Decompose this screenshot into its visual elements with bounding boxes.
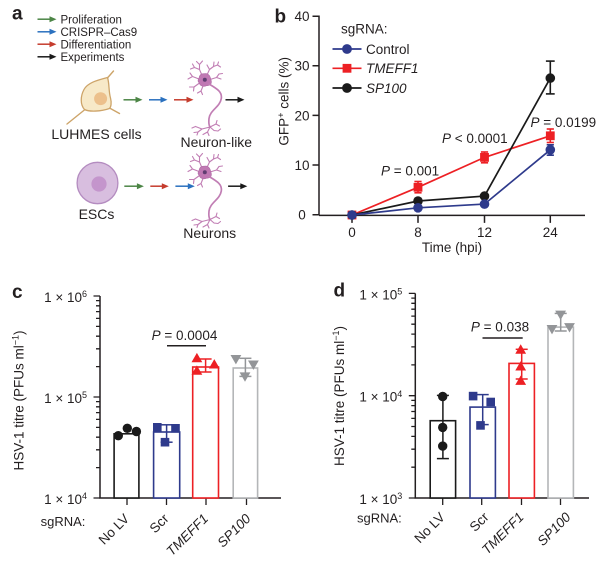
- svg-text:b: b: [275, 7, 287, 28]
- svg-text:GFP+ cells (%): GFP+ cells (%): [276, 57, 291, 146]
- svg-text:c: c: [12, 282, 23, 303]
- svg-text:1 × 106: 1 × 106: [44, 289, 87, 305]
- svg-text:1 × 104: 1 × 104: [44, 491, 87, 507]
- svg-text:CRISPR–Cas9: CRISPR–Cas9: [61, 27, 138, 39]
- svg-text:Neuron-like: Neuron-like: [181, 134, 253, 150]
- svg-text:sgRNA:: sgRNA:: [357, 511, 402, 526]
- svg-text:40: 40: [294, 9, 309, 24]
- svg-text:sgRNA:: sgRNA:: [341, 21, 388, 36]
- svg-text:0: 0: [298, 208, 306, 223]
- svg-text:SP100: SP100: [214, 511, 254, 551]
- svg-text:24: 24: [543, 225, 559, 240]
- svg-text:P = 0.001: P = 0.001: [381, 164, 439, 179]
- svg-text:P < 0.0001: P < 0.0001: [442, 131, 508, 146]
- svg-text:Neurons: Neurons: [183, 225, 236, 241]
- svg-text:No LV: No LV: [411, 510, 447, 546]
- svg-text:a: a: [12, 4, 23, 25]
- svg-text:SP100: SP100: [366, 81, 407, 96]
- svg-text:P = 0.0199: P = 0.0199: [531, 115, 597, 130]
- svg-text:Scr: Scr: [147, 511, 172, 536]
- svg-text:sgRNA:: sgRNA:: [41, 514, 86, 529]
- svg-text:Scr: Scr: [467, 509, 492, 534]
- svg-text:1 × 103: 1 × 103: [359, 491, 402, 507]
- svg-text:d: d: [334, 281, 346, 302]
- svg-text:TMEFF1: TMEFF1: [163, 511, 211, 559]
- svg-text:ESCs: ESCs: [79, 206, 115, 222]
- svg-text:TMEFF1: TMEFF1: [366, 61, 419, 76]
- svg-text:SP100: SP100: [534, 509, 574, 549]
- svg-text:0: 0: [348, 225, 356, 240]
- svg-text:30: 30: [294, 59, 309, 74]
- svg-text:20: 20: [294, 108, 309, 123]
- svg-text:P = 0.038: P = 0.038: [471, 320, 529, 335]
- svg-text:LUHMES cells: LUHMES cells: [51, 126, 141, 142]
- svg-text:HSV-1 titre (PFUs ml−1): HSV-1 titre (PFUs ml−1): [331, 326, 347, 466]
- svg-text:1 × 105: 1 × 105: [359, 287, 402, 303]
- svg-text:Time (hpi): Time (hpi): [422, 240, 482, 255]
- svg-text:10: 10: [294, 158, 309, 173]
- svg-text:8: 8: [414, 225, 422, 240]
- svg-text:Proliferation: Proliferation: [61, 14, 122, 26]
- svg-text:Differentiation: Differentiation: [61, 39, 132, 51]
- svg-text:12: 12: [477, 225, 492, 240]
- svg-text:No LV: No LV: [96, 511, 132, 547]
- svg-text:1 × 104: 1 × 104: [359, 389, 402, 405]
- svg-text:Experiments: Experiments: [61, 52, 125, 64]
- svg-text:P = 0.0004: P = 0.0004: [152, 328, 218, 343]
- svg-text:Control: Control: [366, 42, 410, 57]
- svg-text:HSV-1 titre (PFUs ml−1): HSV-1 titre (PFUs ml−1): [11, 330, 27, 470]
- svg-text:1 × 105: 1 × 105: [44, 390, 87, 406]
